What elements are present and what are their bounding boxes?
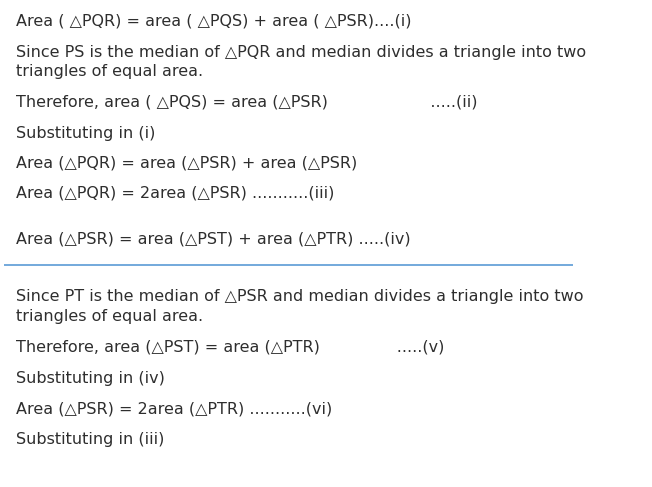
- Text: triangles of equal area.: triangles of equal area.: [16, 309, 203, 324]
- Text: Therefore, area ( △PQS) = area (△PSR)                    .....(ii): Therefore, area ( △PQS) = area (△PSR) ..…: [16, 95, 477, 110]
- Text: Area ( △PQR) = area ( △PQS) + area ( △PSR)....(i): Area ( △PQR) = area ( △PQS) + area ( △PS…: [16, 14, 411, 28]
- Text: Since PS is the median of △PQR and median divides a triangle into two: Since PS is the median of △PQR and media…: [16, 44, 585, 59]
- Text: Substituting in (iii): Substituting in (iii): [16, 432, 164, 447]
- Text: Area (△PSR) = area (△PST) + area (△PTR) .....(iv): Area (△PSR) = area (△PST) + area (△PTR) …: [16, 231, 410, 246]
- Text: Substituting in (i): Substituting in (i): [16, 126, 155, 141]
- Text: Area (△PSR) = 2area (△PTR) ...........(vi): Area (△PSR) = 2area (△PTR) ...........(v…: [16, 401, 332, 416]
- Text: Since PT is the median of △PSR and median divides a triangle into two: Since PT is the median of △PSR and media…: [16, 289, 583, 304]
- Text: Substituting in (iv): Substituting in (iv): [16, 371, 164, 386]
- Text: triangles of equal area.: triangles of equal area.: [16, 64, 203, 79]
- Text: Area (△PQR) = area (△PSR) + area (△PSR): Area (△PQR) = area (△PSR) + area (△PSR): [16, 155, 357, 170]
- Text: Therefore, area (△PST) = area (△PTR)               .....(v): Therefore, area (△PST) = area (△PTR) ...…: [16, 340, 444, 355]
- Text: Area (△PQR) = 2area (△PSR) ...........(iii): Area (△PQR) = 2area (△PSR) ...........(i…: [16, 185, 334, 200]
